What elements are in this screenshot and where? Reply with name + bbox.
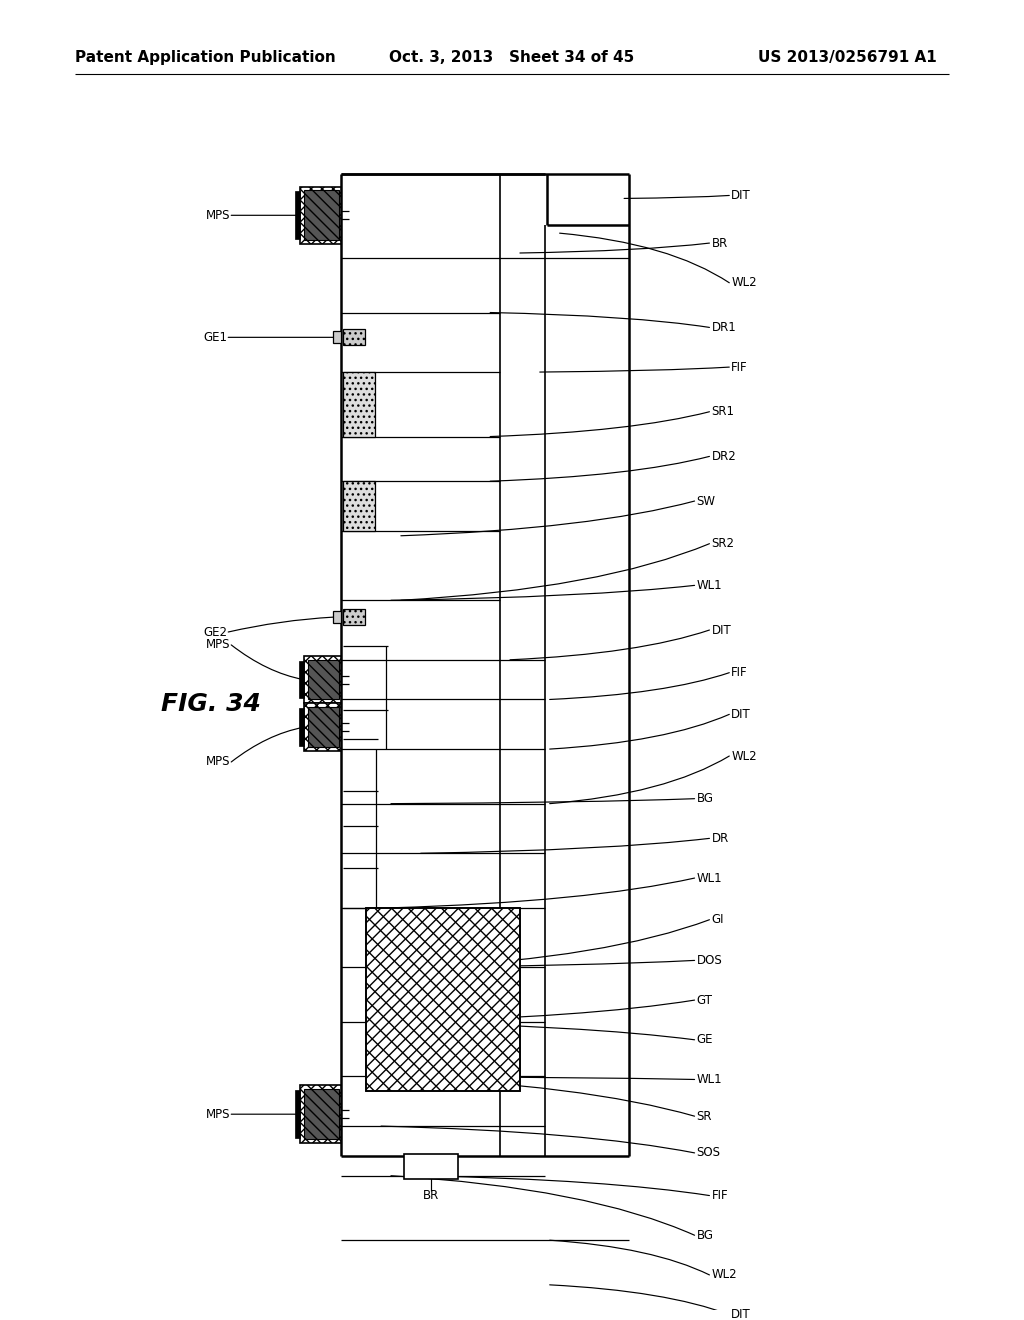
Text: Oct. 3, 2013   Sheet 34 of 45: Oct. 3, 2013 Sheet 34 of 45 bbox=[389, 50, 635, 65]
FancyArrowPatch shape bbox=[391, 1176, 694, 1236]
Text: FIF: FIF bbox=[731, 667, 748, 680]
FancyArrowPatch shape bbox=[421, 838, 710, 853]
FancyArrowPatch shape bbox=[381, 1126, 694, 1152]
Text: SW: SW bbox=[696, 495, 716, 508]
Text: DR: DR bbox=[712, 832, 729, 845]
FancyArrowPatch shape bbox=[391, 961, 694, 968]
Text: GI: GI bbox=[712, 913, 724, 927]
Text: SR2: SR2 bbox=[712, 537, 734, 550]
Text: WL1: WL1 bbox=[696, 871, 722, 884]
Text: DR2: DR2 bbox=[712, 450, 736, 463]
FancyArrowPatch shape bbox=[560, 234, 729, 282]
Text: BG: BG bbox=[696, 1229, 714, 1242]
Bar bbox=[343, 372, 375, 437]
Text: GE2: GE2 bbox=[203, 626, 227, 639]
Bar bbox=[367, 908, 520, 1092]
Text: DIT: DIT bbox=[731, 189, 751, 202]
FancyArrowPatch shape bbox=[381, 1077, 694, 1080]
Bar bbox=[343, 610, 366, 626]
Text: WL2: WL2 bbox=[731, 750, 757, 763]
Text: US 2013/0256791 A1: US 2013/0256791 A1 bbox=[758, 50, 937, 65]
FancyArrowPatch shape bbox=[540, 367, 729, 372]
Text: DIT: DIT bbox=[712, 623, 731, 636]
FancyArrowPatch shape bbox=[386, 1001, 694, 1022]
FancyArrowPatch shape bbox=[550, 673, 729, 700]
Text: Patent Application Publication: Patent Application Publication bbox=[76, 50, 336, 65]
Bar bbox=[307, 660, 339, 700]
Text: WL1: WL1 bbox=[696, 1073, 722, 1086]
FancyArrowPatch shape bbox=[490, 457, 710, 482]
FancyArrowPatch shape bbox=[510, 630, 710, 660]
FancyArrowPatch shape bbox=[624, 195, 729, 198]
FancyArrowPatch shape bbox=[228, 618, 334, 632]
Bar bbox=[299, 661, 304, 698]
FancyArrowPatch shape bbox=[231, 645, 304, 680]
FancyArrowPatch shape bbox=[421, 1176, 710, 1196]
Bar bbox=[300, 1085, 341, 1143]
FancyArrowPatch shape bbox=[391, 585, 694, 601]
FancyArrowPatch shape bbox=[391, 799, 694, 804]
Bar bbox=[403, 1154, 459, 1179]
Text: WL1: WL1 bbox=[696, 579, 722, 591]
Text: SOS: SOS bbox=[696, 1146, 721, 1159]
Bar bbox=[304, 1089, 339, 1139]
Text: DOS: DOS bbox=[696, 954, 722, 968]
Bar bbox=[334, 611, 341, 623]
Text: MPS: MPS bbox=[206, 1107, 230, 1121]
Text: GE: GE bbox=[696, 1034, 713, 1047]
FancyArrowPatch shape bbox=[400, 502, 694, 536]
Text: GE1: GE1 bbox=[203, 331, 227, 343]
Bar bbox=[307, 708, 339, 747]
FancyArrowPatch shape bbox=[400, 544, 710, 601]
Text: BR: BR bbox=[712, 236, 728, 249]
Text: BG: BG bbox=[696, 792, 714, 805]
Bar bbox=[343, 330, 366, 346]
Text: DR1: DR1 bbox=[712, 321, 736, 334]
Text: MPS: MPS bbox=[206, 209, 230, 222]
Text: FIG. 34: FIG. 34 bbox=[161, 693, 261, 717]
Bar bbox=[300, 186, 341, 244]
FancyArrowPatch shape bbox=[381, 1077, 694, 1117]
Bar bbox=[367, 908, 520, 1092]
Text: GT: GT bbox=[696, 994, 713, 1007]
Bar bbox=[304, 704, 341, 751]
FancyArrowPatch shape bbox=[490, 313, 710, 327]
FancyArrowPatch shape bbox=[391, 878, 694, 908]
Bar bbox=[334, 331, 341, 343]
Text: FIF: FIF bbox=[731, 360, 748, 374]
Text: WL2: WL2 bbox=[712, 1269, 737, 1282]
FancyArrowPatch shape bbox=[550, 1241, 710, 1275]
Bar bbox=[295, 191, 300, 239]
Bar bbox=[304, 656, 341, 704]
FancyArrowPatch shape bbox=[381, 1022, 694, 1040]
FancyArrowPatch shape bbox=[231, 727, 304, 762]
Text: WL2: WL2 bbox=[731, 276, 757, 289]
Bar bbox=[343, 482, 375, 531]
Text: DIT: DIT bbox=[731, 1308, 751, 1320]
FancyArrowPatch shape bbox=[421, 920, 710, 968]
FancyArrowPatch shape bbox=[550, 756, 729, 804]
Bar bbox=[304, 190, 339, 240]
Bar bbox=[295, 1090, 300, 1138]
FancyArrowPatch shape bbox=[550, 1284, 729, 1315]
Text: MPS: MPS bbox=[206, 755, 230, 768]
Text: SR: SR bbox=[696, 1110, 712, 1123]
Text: SR1: SR1 bbox=[712, 405, 734, 418]
Bar bbox=[299, 709, 304, 746]
Text: MPS: MPS bbox=[206, 639, 230, 651]
Text: FIF: FIF bbox=[712, 1189, 728, 1203]
FancyArrowPatch shape bbox=[550, 714, 729, 748]
FancyArrowPatch shape bbox=[520, 243, 710, 253]
Text: BR: BR bbox=[423, 1189, 438, 1203]
Text: DIT: DIT bbox=[731, 708, 751, 721]
FancyArrowPatch shape bbox=[490, 412, 710, 437]
